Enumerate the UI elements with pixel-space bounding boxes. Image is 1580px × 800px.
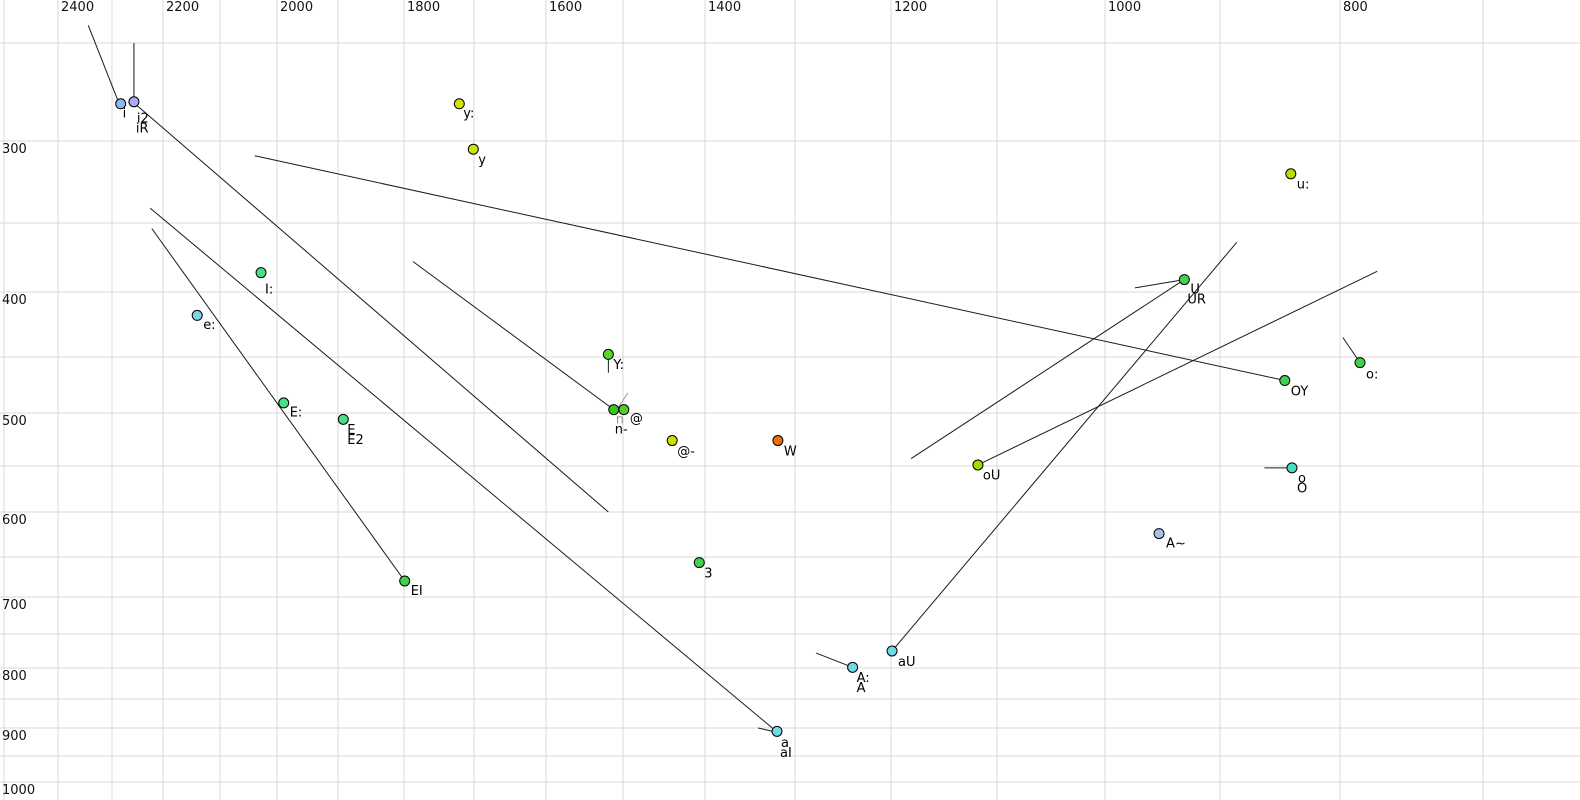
y-tick-label: 900: [2, 729, 27, 744]
vowel-label-A:: A:: [857, 671, 870, 686]
vowel-label-y: y: [478, 153, 486, 168]
vowel-label-y:: y:: [463, 107, 474, 122]
vowel-point-@[interactable]: [618, 404, 630, 416]
vowel-label-e:: e:: [203, 318, 215, 333]
line-to-EI: [151, 228, 406, 582]
vowel-point-E:[interactable]: [278, 397, 290, 409]
vowel-point-y[interactable]: [467, 143, 479, 155]
vowel-point-O[interactable]: [1286, 462, 1298, 474]
vowel-point-U[interactable]: [1178, 274, 1190, 286]
y-tick-label: 1000: [2, 783, 35, 798]
vowel-point-y:[interactable]: [453, 98, 465, 110]
vowel-label-E2: E2: [347, 433, 364, 448]
vowel-label-E2: E: [347, 423, 355, 438]
line-up-to-U: [910, 279, 1185, 459]
vowel-point-@-[interactable]: [666, 435, 678, 447]
vowel-point-i2[interactable]: [128, 96, 140, 108]
vowel-label-i2: i2: [137, 112, 149, 127]
vowel-label-W: W: [784, 444, 797, 459]
vowel-label-E:: E:: [290, 406, 303, 421]
vowel-point-aU[interactable]: [886, 645, 898, 657]
x-tick-label: 1800: [407, 0, 440, 15]
x-tick-label: 1600: [549, 0, 582, 15]
tick-to-U: [1134, 279, 1185, 289]
y-tick-label: 800: [2, 669, 27, 684]
x-tick-label: 800: [1343, 0, 1368, 15]
line-i2-long: [134, 103, 609, 513]
vowel-label-OY: OY: [1291, 384, 1309, 399]
y-tick-label: 300: [2, 142, 27, 157]
vowel-point-u:[interactable]: [1285, 168, 1297, 180]
vowel-point-OY[interactable]: [1279, 375, 1291, 387]
vowel-point-W[interactable]: [772, 435, 784, 447]
vowel-label-u:: u:: [1297, 178, 1310, 193]
x-tick-label: 2200: [166, 0, 199, 15]
vowel-label-Y:: Y:: [612, 358, 624, 373]
vowel-label-3: 3: [704, 566, 712, 581]
x-tick-label: 2000: [280, 0, 313, 15]
vowel-point-EI[interactable]: [399, 575, 411, 587]
x-tick-label: 1200: [894, 0, 927, 15]
vowel-label-I:: I:: [265, 282, 273, 297]
vowel-label-EI: EI: [411, 584, 423, 599]
line-from-oU: [977, 270, 1378, 466]
vowel-point-e:[interactable]: [191, 309, 203, 321]
line-to-a: [149, 207, 778, 733]
vowel-point-I:[interactable]: [255, 267, 267, 279]
vowel-point-A:[interactable]: [847, 661, 859, 673]
y-tick-label: 600: [2, 513, 27, 528]
y-tick-label: 400: [2, 293, 27, 308]
vowel-label-i: i: [123, 107, 127, 122]
vowel-label-A:: A: [857, 681, 866, 696]
vowel-label-U: U: [1190, 282, 1200, 297]
vowel-label-O: O: [1297, 482, 1307, 497]
vowel-point-3[interactable]: [693, 557, 705, 569]
x-tick-label: 1000: [1108, 0, 1141, 15]
vowel-point-o:[interactable]: [1354, 357, 1366, 369]
vowel-label-U: UR: [1187, 292, 1206, 307]
y-tick-label: 700: [2, 598, 27, 613]
vowel-label-aU: aU: [898, 655, 915, 670]
vowel-label-oU: oU: [983, 469, 1000, 484]
vowel-point-oU[interactable]: [972, 459, 984, 471]
vowel-point-a[interactable]: [771, 725, 783, 737]
vowel-label-a: a: [781, 736, 789, 751]
vowel-label-A~: A~: [1166, 536, 1186, 551]
line-to-n: [412, 261, 615, 411]
vowel-label-n-: n: [616, 412, 624, 427]
tick-above-at: [617, 392, 629, 408]
x-tick-label: 1400: [708, 0, 741, 15]
vowel-label-o:: o:: [1366, 367, 1378, 382]
x-tick-label: 2400: [61, 0, 94, 15]
vowel-label-@: @: [630, 411, 643, 426]
vowel-point-A~[interactable]: [1153, 528, 1165, 540]
line-to-i: [87, 25, 119, 101]
vowel-label-n-: n-: [615, 422, 628, 437]
vowel-point-E2[interactable]: [337, 413, 349, 425]
tick-to-A:: [815, 652, 853, 668]
y-tick-label: 500: [2, 414, 27, 429]
line-from-aU: [891, 241, 1238, 652]
line-to-OY: [254, 155, 1285, 382]
vowel-label-@-: @-: [677, 444, 695, 459]
vowel-label-i2: iR: [136, 122, 149, 137]
vowel-label-O: o: [1298, 472, 1306, 487]
vowel-point-Y:[interactable]: [602, 348, 614, 360]
vowel-label-a: aI: [780, 746, 792, 761]
vowel-point-i[interactable]: [115, 98, 127, 110]
